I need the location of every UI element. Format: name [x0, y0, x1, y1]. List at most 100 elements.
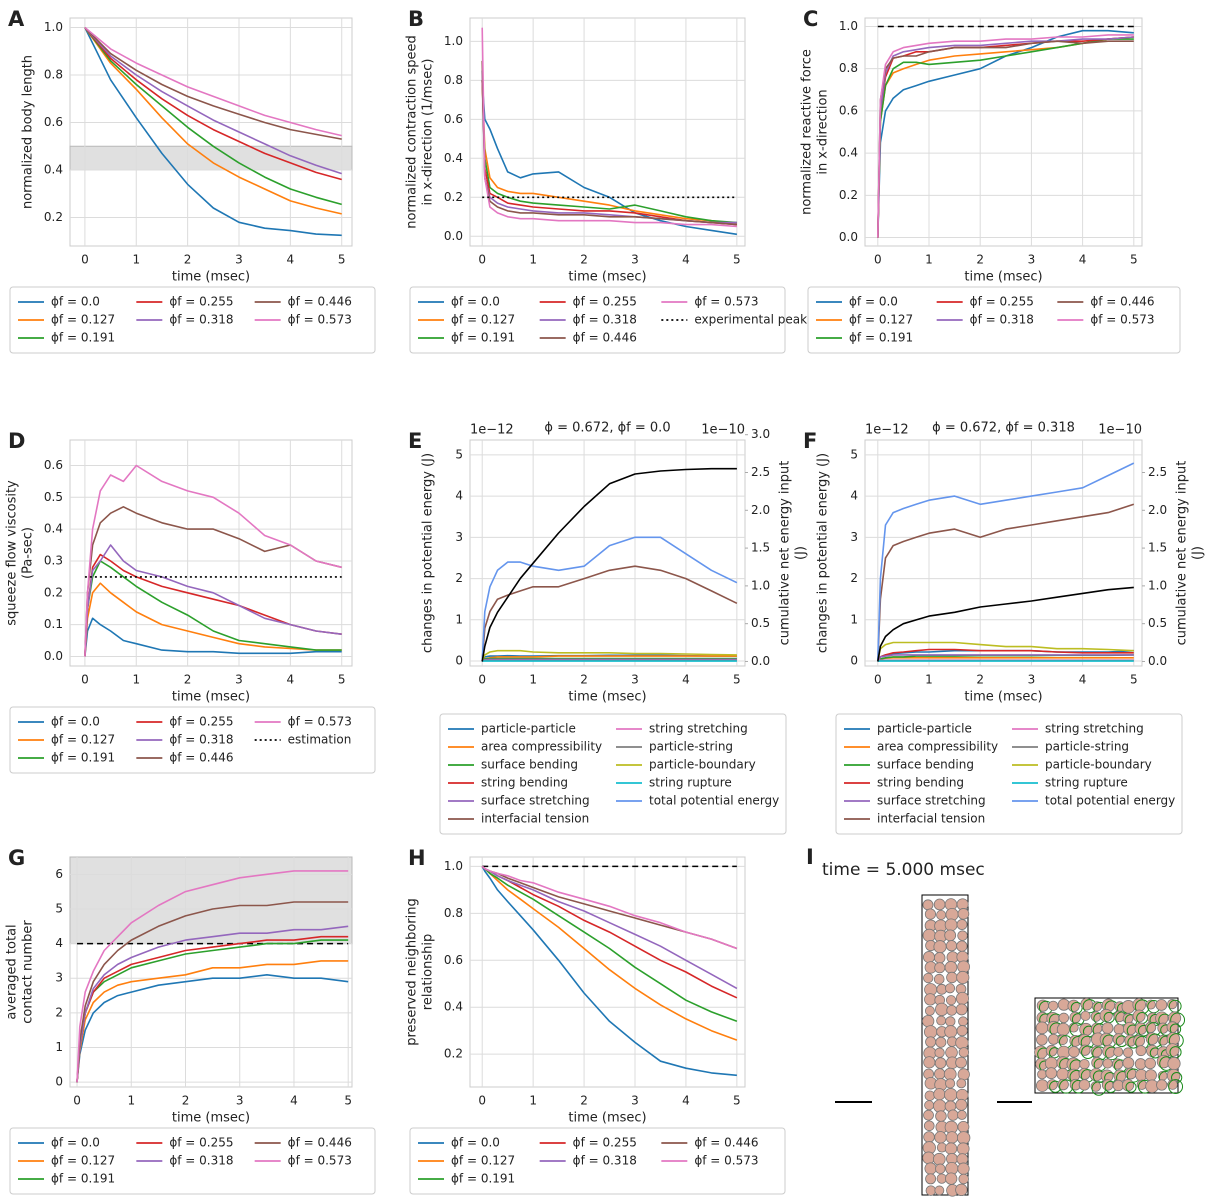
series-line — [76, 974, 349, 1083]
y2-tick-label: 1.0 — [751, 578, 770, 592]
y-axis-label: changes in potential energy (J) — [816, 453, 831, 653]
shaded-band — [69, 145, 353, 171]
particle — [933, 1088, 946, 1101]
y-axis-label: (Pa-sec) — [21, 527, 36, 579]
y-tick-label: 4 — [850, 489, 858, 503]
particle — [958, 1047, 970, 1058]
legend-label: ϕf = 0.0 — [51, 295, 100, 309]
panel-label: I — [806, 845, 814, 869]
panel-label: G — [8, 846, 25, 870]
legend-label: ϕf = 0.318 — [169, 313, 233, 327]
particle — [922, 899, 934, 911]
particle — [1089, 1067, 1103, 1082]
legend-label: ϕf = 0.0 — [51, 1136, 100, 1150]
y-tick-label: 1.0 — [444, 859, 463, 873]
legend-label: ϕf = 0.573 — [288, 715, 352, 729]
particle — [957, 930, 968, 941]
series-line — [76, 960, 349, 1083]
legend-label: ϕf = 0.446 — [169, 751, 233, 765]
y-tick-label: 5 — [455, 447, 463, 461]
panel-label: H — [408, 846, 426, 870]
x-tick-label: 5 — [733, 253, 741, 267]
series-line — [877, 36, 1134, 238]
x-tick-label: 4 — [1079, 673, 1087, 687]
y-tick-label: 0.6 — [444, 112, 463, 126]
y-tick-label: 2 — [850, 571, 858, 585]
series-line — [481, 565, 738, 662]
legend-label: surface stretching — [481, 794, 590, 808]
y-axis-label: in x-direction — [816, 89, 831, 174]
plot-area — [469, 439, 746, 667]
x-tick-label: 4 — [287, 253, 295, 267]
x-tick-label: 5 — [344, 1094, 352, 1108]
legend-label: ϕf = 0.318 — [169, 1154, 233, 1168]
legend-label: ϕf = 0.573 — [1090, 313, 1154, 327]
particle — [933, 940, 947, 954]
legend-box — [409, 1127, 786, 1195]
y-tick-label: 3 — [55, 971, 63, 985]
legend-label: ϕf = 0.127 — [51, 733, 115, 747]
particle — [1122, 1057, 1135, 1069]
legend-label: string bending — [877, 776, 964, 790]
x-axis-label: time (msec) — [568, 1111, 646, 1126]
y-tick-label: 0.3 — [44, 553, 63, 567]
x-tick-label: 5 — [1130, 253, 1138, 267]
particle — [934, 1068, 946, 1080]
legend-label: ϕf = 0.318 — [970, 313, 1034, 327]
series-line — [84, 27, 342, 237]
legend-box — [9, 1127, 376, 1195]
legend-label: ϕf = 0.191 — [451, 331, 515, 345]
legend-label: ϕf = 0.318 — [169, 733, 233, 747]
particle — [1156, 1079, 1168, 1091]
legend-box — [9, 706, 376, 774]
particle — [924, 1100, 935, 1111]
x-tick-label: 0 — [874, 673, 882, 687]
y2-offset-label: 1e−10 — [701, 423, 745, 438]
x-tick-label: 3 — [1028, 253, 1036, 267]
y2-tick-label: 0.0 — [751, 654, 770, 668]
y2-tick-label: 3.0 — [751, 427, 770, 441]
series-line — [877, 586, 1134, 662]
series-line — [84, 560, 342, 657]
y-tick-label: 0.8 — [839, 61, 858, 75]
legend-label: surface bending — [481, 758, 578, 772]
particle — [945, 1016, 956, 1027]
x-tick-label: 5 — [1130, 673, 1138, 687]
legend-label: ϕf = 0.255 — [970, 295, 1034, 309]
particle — [943, 1067, 957, 1081]
legend-box — [9, 286, 376, 354]
y-tick-label: 2 — [55, 1005, 63, 1019]
y-tick-label: 0.0 — [44, 649, 63, 663]
legend-label: ϕf = 0.127 — [849, 313, 913, 327]
particle — [1144, 1057, 1156, 1070]
particle — [957, 1110, 967, 1120]
legend-label: ϕf = 0.191 — [51, 1172, 115, 1186]
y2-tick-label: 2.5 — [751, 465, 770, 479]
particle — [935, 1163, 946, 1175]
particle — [1080, 1010, 1091, 1021]
particle — [1048, 1033, 1060, 1045]
particle — [935, 1110, 947, 1122]
series-line — [84, 553, 342, 657]
particle — [1102, 1058, 1113, 1069]
legend-box — [807, 286, 1181, 354]
particle — [1079, 1044, 1091, 1056]
y-tick-label: 0.2 — [44, 210, 63, 224]
y-tick-label: 0.4 — [444, 151, 463, 165]
particle — [958, 1173, 969, 1185]
particle — [957, 1162, 970, 1175]
legend-label: ϕf = 0.446 — [1090, 295, 1154, 309]
particle — [1132, 1009, 1146, 1023]
particle — [924, 908, 937, 920]
legend-label: surface bending — [877, 758, 974, 772]
legend-label: experimental peak — [694, 313, 807, 327]
particle — [1091, 1001, 1103, 1012]
particle — [1112, 1033, 1125, 1046]
particle — [1056, 1022, 1070, 1036]
series-line — [481, 658, 737, 662]
legend-label: ϕf = 0.0 — [51, 715, 100, 729]
particle — [1067, 999, 1080, 1013]
legend-label: particle-boundary — [1045, 758, 1152, 772]
particle — [1113, 1023, 1125, 1035]
